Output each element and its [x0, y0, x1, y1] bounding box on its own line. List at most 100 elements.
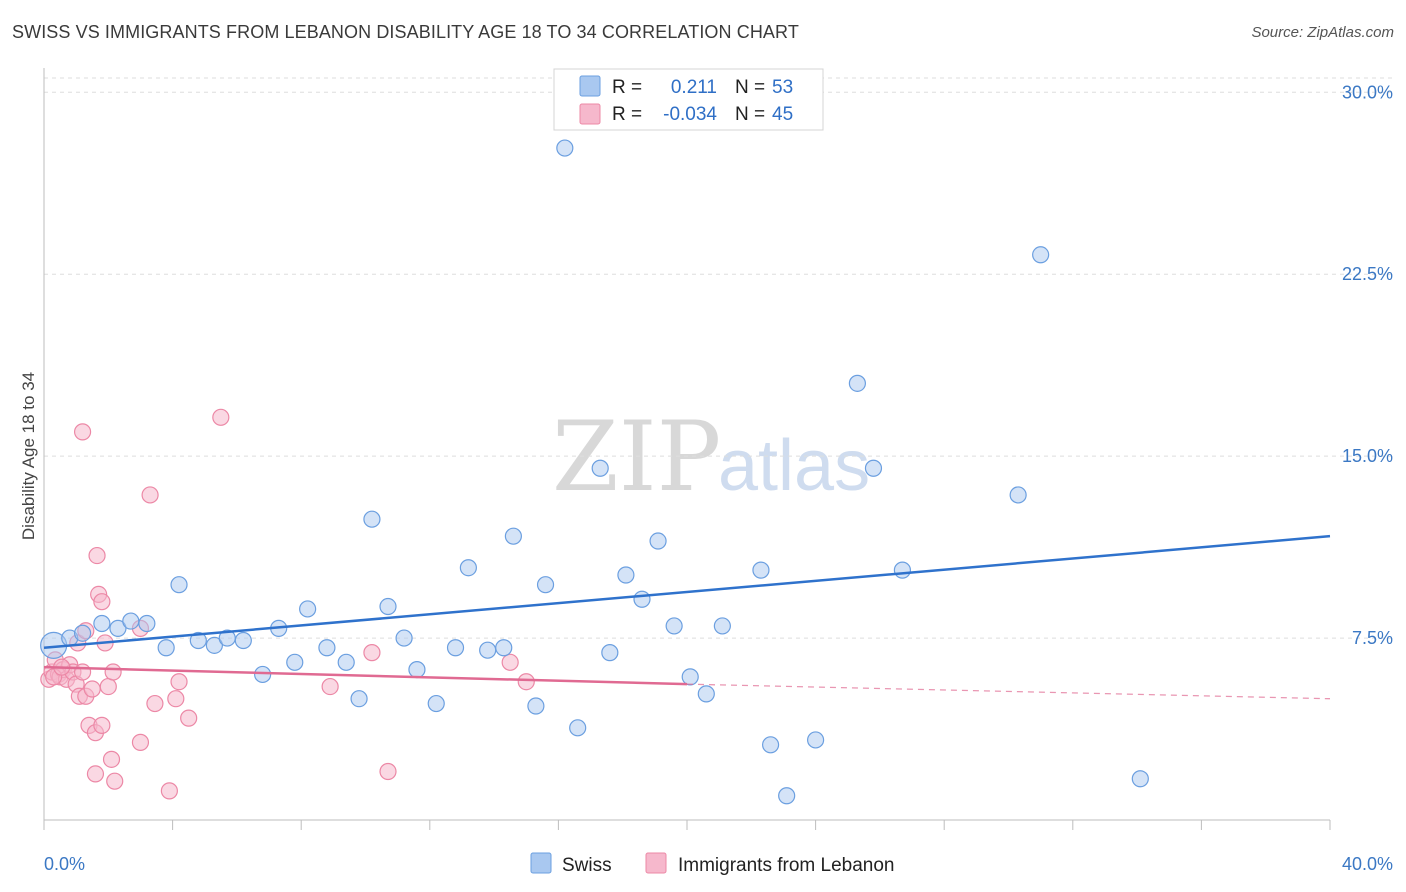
lebanon-point	[167, 690, 185, 708]
swiss-point	[109, 619, 127, 637]
y-axis-tick-labels: 7.5% 15.0% 22.5% 30.0%	[1342, 82, 1393, 648]
swiss-point	[893, 561, 912, 579]
swiss-point	[408, 660, 426, 679]
y-tick-label: 7.5%	[1352, 628, 1393, 648]
y-tick-label: 15.0%	[1342, 446, 1393, 466]
lebanon-point	[517, 673, 535, 691]
watermark-zip: ZIP	[552, 401, 721, 513]
lebanon-point	[180, 709, 198, 727]
swiss-point	[778, 787, 796, 805]
swiss-point	[1131, 770, 1149, 788]
lebanon-trend-line	[43, 665, 688, 686]
swiss-point	[337, 653, 355, 671]
bottom-legend-lebanon-label: Immigrants from Lebanon	[678, 855, 895, 876]
swiss-point	[157, 639, 175, 657]
swiss-point	[697, 685, 715, 703]
swiss-point	[318, 639, 336, 657]
swiss-point	[446, 639, 465, 657]
lebanon-point	[86, 765, 105, 783]
swiss-point	[527, 697, 545, 715]
lebanon-point	[106, 772, 124, 790]
swiss-point	[205, 636, 223, 654]
bottom-legend-lebanon-swatch	[645, 852, 667, 874]
lebanon-point	[99, 677, 117, 696]
x-tick-label-min: 0.0%	[44, 854, 85, 874]
swiss-point	[495, 639, 513, 657]
lebanon-point	[88, 546, 106, 565]
swiss-point	[633, 590, 651, 608]
swiss-point	[427, 694, 445, 713]
correlation-legend: R = 0.211 N = 53 R = -0.034 N = 45	[553, 68, 824, 131]
swiss-point	[189, 631, 207, 650]
source-credit: Source: ZipAtlas.com	[1251, 24, 1394, 41]
bottom-legend-swiss-swatch	[530, 852, 552, 874]
lebanon-point	[104, 663, 122, 681]
legend-lebanon-r-label: R =	[612, 104, 642, 125]
swiss-trend-line	[43, 534, 1331, 650]
swiss-point	[170, 576, 188, 594]
swiss-point	[1009, 486, 1027, 504]
swiss-point	[752, 561, 770, 579]
x-tick-label-max: 40.0%	[1342, 854, 1393, 874]
legend-lebanon-swatch	[579, 103, 601, 125]
lebanon-point	[73, 663, 92, 681]
swiss-point	[286, 653, 304, 671]
watermark-atlas: atlas	[718, 426, 870, 506]
swiss-point	[254, 665, 272, 684]
swiss-point	[681, 668, 699, 686]
swiss-point	[556, 139, 574, 157]
swiss-point	[848, 374, 866, 392]
swiss-point	[806, 731, 825, 749]
swiss-series	[40, 139, 1149, 805]
gridlines	[44, 77, 1393, 639]
swiss-point	[138, 614, 156, 633]
bottom-legend-swiss-label: Swiss	[562, 855, 612, 876]
legend-lebanon-r-value: -0.034	[663, 104, 717, 125]
swiss-point	[713, 617, 731, 635]
swiss-point	[395, 629, 413, 647]
lebanon-point	[146, 694, 164, 713]
swiss-point	[122, 612, 140, 630]
lebanon-point	[170, 673, 188, 691]
x-axis-ticks	[43, 820, 1331, 830]
lebanon-point	[160, 782, 178, 800]
swiss-point	[379, 597, 397, 616]
lebanon-point	[321, 677, 339, 696]
legend-lebanon-n-value: 45	[772, 104, 793, 125]
lebanon-point	[212, 408, 230, 426]
y-tick-label: 22.5%	[1342, 264, 1393, 284]
lebanon-series	[40, 408, 535, 800]
swiss-point	[234, 631, 252, 650]
lebanon-trend-extension	[686, 683, 1331, 700]
lebanon-point	[141, 486, 159, 504]
lebanon-point	[501, 653, 519, 671]
swiss-point	[363, 510, 381, 528]
swiss-point	[504, 527, 522, 545]
legend-swiss-n-value: 53	[772, 77, 793, 98]
legend-swiss-swatch	[579, 75, 601, 97]
lebanon-point	[363, 644, 381, 662]
swiss-point	[73, 624, 92, 642]
y-axis-label: Disability Age 18 to 34	[19, 372, 38, 540]
swiss-point	[93, 614, 111, 633]
swiss-point	[350, 690, 368, 708]
lebanon-point	[93, 593, 111, 611]
lebanon-point	[93, 716, 111, 734]
legend-swiss-r-label: R =	[612, 77, 642, 98]
swiss-point	[864, 459, 883, 477]
legend-swiss-n-label: N =	[735, 77, 765, 98]
swiss-point	[665, 617, 683, 635]
swiss-point	[459, 559, 477, 577]
chart-title: SWISS VS IMMIGRANTS FROM LEBANON DISABIL…	[12, 22, 799, 42]
swiss-point	[601, 644, 619, 662]
swiss-point	[479, 641, 497, 659]
swiss-point	[569, 719, 587, 737]
swiss-point	[591, 459, 609, 477]
lebanon-point	[379, 762, 397, 781]
lebanon-point	[83, 680, 101, 698]
swiss-point	[617, 566, 635, 584]
swiss-point	[761, 736, 780, 754]
swiss-point	[1032, 246, 1050, 264]
series-legend: Swiss Immigrants from Lebanon	[530, 852, 895, 876]
